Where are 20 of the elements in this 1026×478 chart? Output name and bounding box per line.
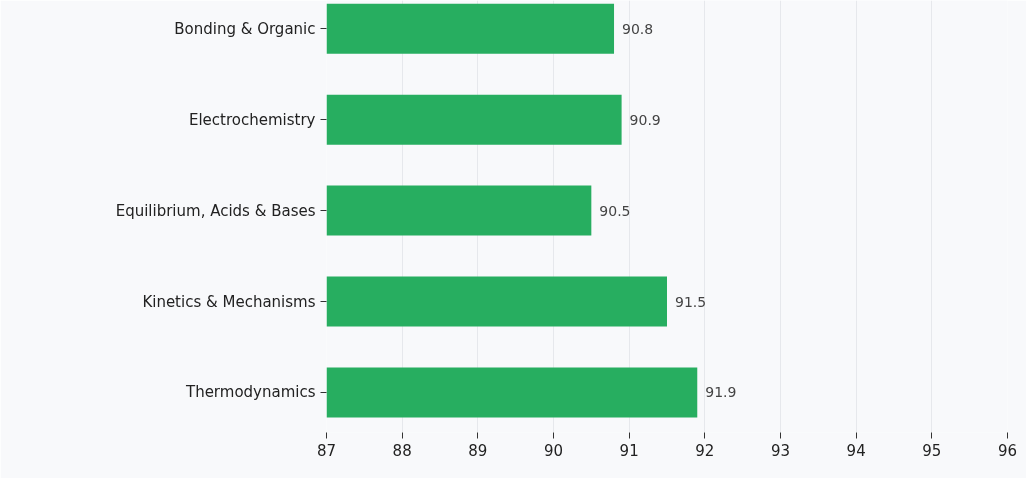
x-tick-label: 89 <box>468 441 488 460</box>
data-label: 90.9 <box>629 111 661 128</box>
x-tick-label: 90 <box>543 441 564 460</box>
y-tick-label: Electrochemistry <box>188 110 316 129</box>
x-tick-label: 95 <box>922 441 942 460</box>
data-label: 90.5 <box>599 202 631 219</box>
x-tick-label: 92 <box>695 441 715 460</box>
x-tick-label: 96 <box>997 441 1018 460</box>
x-tick-label: 94 <box>846 441 866 460</box>
data-label: 91.5 <box>675 293 707 310</box>
y-tick-label: Thermodynamics <box>184 383 316 402</box>
x-tick-label: 91 <box>619 441 639 460</box>
x-tick-label: 93 <box>770 441 791 460</box>
data-label: 90.8 <box>622 20 654 37</box>
y-tick-label: Equilibrium, Acids & Bases <box>115 201 316 220</box>
x-tick-label: 87 <box>316 441 337 460</box>
x-tick-label: 88 <box>392 441 412 460</box>
y-tick-label: Bonding & Organic <box>174 19 316 38</box>
y-tick-label: Kinetics & Mechanisms <box>142 292 316 311</box>
data-label: 91.9 <box>705 384 737 401</box>
